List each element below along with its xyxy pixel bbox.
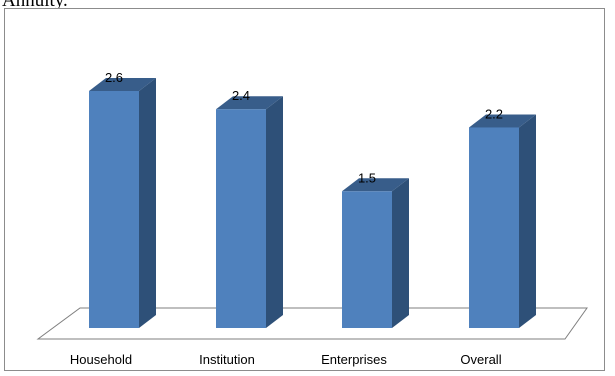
bars-group: [89, 78, 536, 328]
bar-top-institution: [216, 96, 283, 110]
data-label-household: 2.6: [105, 70, 123, 85]
document-text-above: Annuity.: [2, 0, 68, 11]
bar-overall: [469, 127, 519, 328]
bar-top-enterprises: [342, 178, 409, 192]
bar-enterprises: [342, 191, 392, 328]
bar-institution: [216, 109, 266, 328]
category-label-institution: Institution: [199, 352, 255, 367]
category-label-enterprises: Enterprises: [321, 352, 387, 367]
data-label-overall: 2.2: [485, 106, 503, 121]
data-label-enterprises: 1.5: [358, 170, 376, 185]
bar-top-overall: [469, 114, 536, 128]
category-label-household: Household: [70, 352, 132, 367]
chart-floor: [36, 307, 588, 340]
bar-side-household: [139, 78, 156, 328]
bar-top-household: [89, 78, 156, 91]
bar-side-enterprises: [392, 178, 409, 328]
bar-household: [89, 91, 139, 328]
data-label-institution: 2.4: [232, 88, 250, 103]
bar-side-overall: [519, 114, 536, 328]
labels-group: 2.6 Household 2.4 Institution 1.5 Enterprises…: [70, 70, 503, 367]
category-label-overall: Overall: [460, 352, 501, 367]
bar-side-institution: [266, 96, 283, 328]
